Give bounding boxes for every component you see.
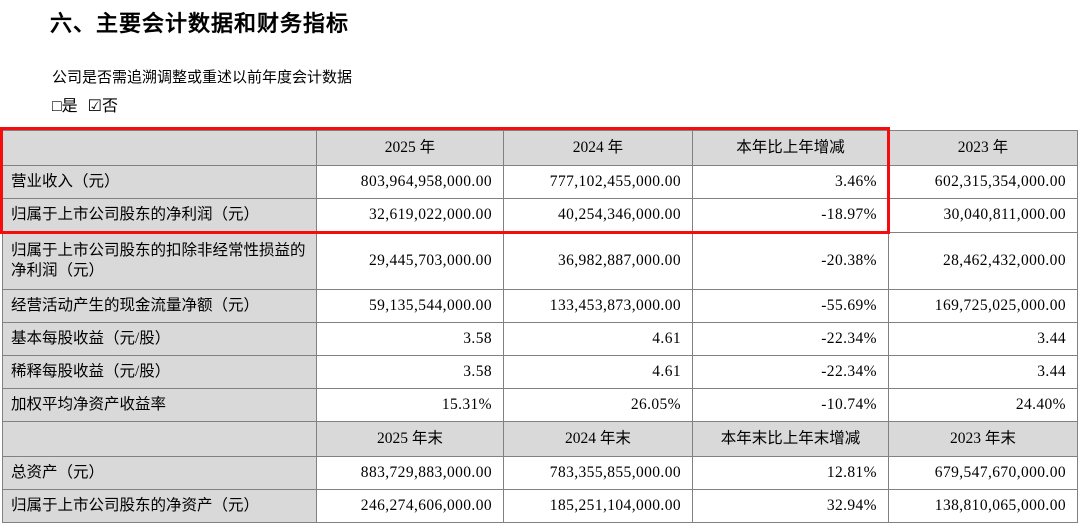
cell-2024: 783,355,855,000.00 (503, 456, 693, 490)
cell-2023: 30,040,811,000.00 (888, 198, 1078, 233)
row-label: 基本每股收益（元/股） (2, 322, 317, 356)
cell-2025: 3.58 (316, 322, 504, 356)
table-row-net-profit: 归属于上市公司股东的净利润（元） 32,619,022,000.00 40,25… (2, 198, 1078, 233)
row-label: 总资产（元） (2, 456, 317, 490)
cell-2025: 29,445,703,000.00 (316, 232, 504, 290)
header-2024-end: 2024 年末 (503, 421, 693, 457)
row-label: 经营活动产生的现金流量净额（元） (2, 289, 317, 323)
header-yoy-change: 本年比上年增减 (692, 130, 889, 166)
row-label: 归属于上市公司股东的扣除非经常性损益的净利润（元） (2, 232, 317, 290)
checkbox-yes: □是 (52, 98, 78, 115)
header-2025-end: 2025 年末 (316, 421, 504, 457)
cell-2024: 26.05% (503, 388, 693, 422)
table-header-annual: 2025 年 2024 年 本年比上年增减 2023 年 (2, 130, 1078, 166)
row-label: 归属于上市公司股东的净利润（元） (2, 198, 317, 233)
table-row-operating-cash-flow: 经营活动产生的现金流量净额（元） 59,135,544,000.00 133,4… (2, 289, 1078, 323)
cell-2023: 602,315,354,000.00 (888, 165, 1078, 199)
table-row-revenue: 营业收入（元） 803,964,958,000.00 777,102,455,0… (2, 165, 1078, 199)
cell-2023: 28,462,432,000.00 (888, 232, 1078, 290)
cell-2024: 36,982,887,000.00 (503, 232, 693, 290)
table-row-weighted-avg-roe: 加权平均净资产收益率 15.31% 26.05% -10.74% 24.40% (2, 388, 1078, 422)
table-header-year-end: 2025 年末 2024 年末 本年末比上年末增减 2023 年末 (2, 421, 1078, 457)
header-2023: 2023 年 (888, 130, 1078, 166)
cell-2024: 133,453,873,000.00 (503, 289, 693, 323)
cell-2023: 24.40% (888, 388, 1078, 422)
row-label: 营业收入（元） (2, 165, 317, 199)
cell-change: 3.46% (692, 165, 889, 199)
cell-change: -55.69% (692, 289, 889, 323)
table-row-diluted-eps: 稀释每股收益（元/股） 3.58 4.61 -22.34% 3.44 (2, 355, 1078, 389)
cell-2023: 169,725,025,000.00 (888, 289, 1078, 323)
cell-change: -18.97% (692, 198, 889, 233)
header-corner-cell (2, 130, 317, 166)
cell-2023: 3.44 (888, 322, 1078, 356)
financial-indicators-table: 2025 年 2024 年 本年比上年增减 2023 年 营业收入（元） 803… (2, 130, 1078, 523)
row-label: 归属于上市公司股东的净资产（元） (2, 489, 317, 523)
cell-change: 32.94% (692, 489, 889, 523)
cell-2024: 40,254,346,000.00 (503, 198, 693, 233)
cell-change: -10.74% (692, 388, 889, 422)
cell-2024: 4.61 (503, 355, 693, 389)
cell-change: -22.34% (692, 322, 889, 356)
header-corner-cell (2, 421, 317, 457)
cell-change: -20.38% (692, 232, 889, 290)
table-row-net-profit-excl-nonrecurring: 归属于上市公司股东的扣除非经常性损益的净利润（元） 29,445,703,000… (2, 232, 1078, 290)
cell-change: -22.34% (692, 355, 889, 389)
restatement-answer: □是 ☑否 (52, 92, 128, 116)
row-label: 稀释每股收益（元/股） (2, 355, 317, 389)
cell-2025: 32,619,022,000.00 (316, 198, 504, 233)
cell-change: 12.81% (692, 456, 889, 490)
cell-2023: 679,547,670,000.00 (888, 456, 1078, 490)
checkbox-no: ☑否 (87, 98, 119, 115)
cell-2025: 803,964,958,000.00 (316, 165, 504, 199)
header-2023-end: 2023 年末 (888, 421, 1078, 457)
cell-2025: 3.58 (316, 355, 504, 389)
section-title: 六、主要会计数据和财务指标 (50, 11, 350, 36)
header-2025: 2025 年 (316, 130, 504, 166)
cell-2025: 15.31% (316, 388, 504, 422)
restatement-question: 公司是否需追溯调整或重述以前年度会计数据 (52, 70, 353, 86)
cell-2023: 3.44 (888, 355, 1078, 389)
cell-2025: 246,274,606,000.00 (316, 489, 504, 523)
table-row-total-assets: 总资产（元） 883,729,883,000.00 783,355,855,00… (2, 456, 1078, 490)
cell-2025: 59,135,544,000.00 (316, 289, 504, 323)
row-label: 加权平均净资产收益率 (2, 388, 317, 422)
table-row-basic-eps: 基本每股收益（元/股） 3.58 4.61 -22.34% 3.44 (2, 322, 1078, 356)
cell-2024: 777,102,455,000.00 (503, 165, 693, 199)
table-row-net-assets: 归属于上市公司股东的净资产（元） 246,274,606,000.00 185,… (2, 489, 1078, 523)
cell-2025: 883,729,883,000.00 (316, 456, 504, 490)
header-2024: 2024 年 (503, 130, 693, 166)
header-yoy-end-change: 本年末比上年末增减 (692, 421, 889, 457)
cell-2024: 4.61 (503, 322, 693, 356)
cell-2024: 185,251,104,000.00 (503, 489, 693, 523)
cell-2023: 138,810,065,000.00 (888, 489, 1078, 523)
